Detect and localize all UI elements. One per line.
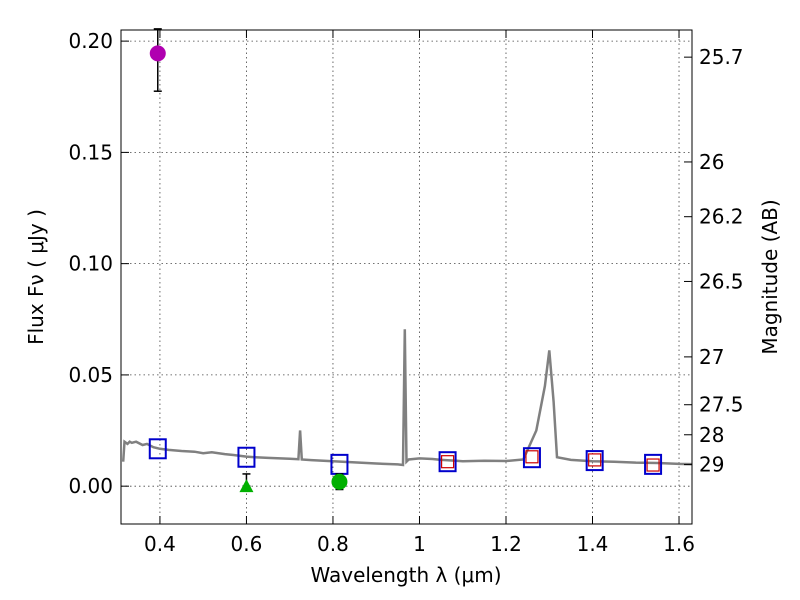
- y-tick-label: 0.15: [68, 140, 113, 164]
- observed-flux-point: [149, 45, 166, 62]
- x-tick-label: 0.6: [231, 532, 263, 556]
- mag-tick-label: 26: [699, 150, 724, 174]
- observed-nir-square: [588, 453, 602, 467]
- model-photometry-square: [522, 447, 541, 469]
- x-tick-label: 1.2: [490, 532, 522, 556]
- observed-nir-square: [440, 455, 455, 469]
- x-tick-label: 1.6: [663, 532, 695, 556]
- sed-model-line: [121, 329, 692, 467]
- model-photometry-square: [237, 446, 256, 468]
- mag-tick-label: 26.2: [699, 205, 744, 229]
- model-photometry-square: [585, 450, 604, 472]
- mag-tick-label: 28: [699, 423, 724, 447]
- x-tick-label: 0.8: [317, 532, 349, 556]
- x-tick-label: 1: [413, 532, 426, 556]
- mag-tick-label: 26.5: [699, 269, 744, 293]
- model-photometry-square: [438, 451, 457, 473]
- mag-tick-label: 27.5: [699, 393, 744, 417]
- mag-tick-label: 27: [699, 345, 724, 369]
- y-tick-label: 0.20: [68, 29, 113, 53]
- mag-tick-label: 25.7: [699, 45, 744, 69]
- plot-frame: [120, 29, 693, 525]
- y-axis-title: Flux Fν ( μJy ): [24, 209, 48, 345]
- grid-lines: [121, 30, 692, 524]
- model-photometry-square: [644, 453, 663, 475]
- y-tick-label: 0.05: [68, 363, 113, 387]
- y-tick-label: 0.00: [68, 474, 113, 498]
- observed-nir-square: [646, 458, 660, 472]
- photometry-series: [148, 28, 663, 493]
- upper-limit-triangle: [239, 479, 254, 493]
- mag-tick-label: 29: [699, 453, 724, 477]
- sed-model-series: [121, 329, 692, 467]
- model-photometry-square: [148, 438, 167, 460]
- x-axis-title: Wavelength λ (μm): [310, 563, 501, 587]
- observed-nir-square: [525, 450, 539, 464]
- axis-ticks: 0.4 0.6 0.8 1 1.2 1.4 1.6 0.00 0.05 0.10 0.15 0.20 2…: [68, 29, 743, 556]
- y-tick-label: 0.10: [68, 252, 113, 276]
- x-tick-label: 1.4: [577, 532, 609, 556]
- observed-flux-point: [331, 473, 348, 490]
- x-tick-label: 0.4: [144, 532, 176, 556]
- y-axis-right-title: Magnitude (AB): [758, 199, 782, 354]
